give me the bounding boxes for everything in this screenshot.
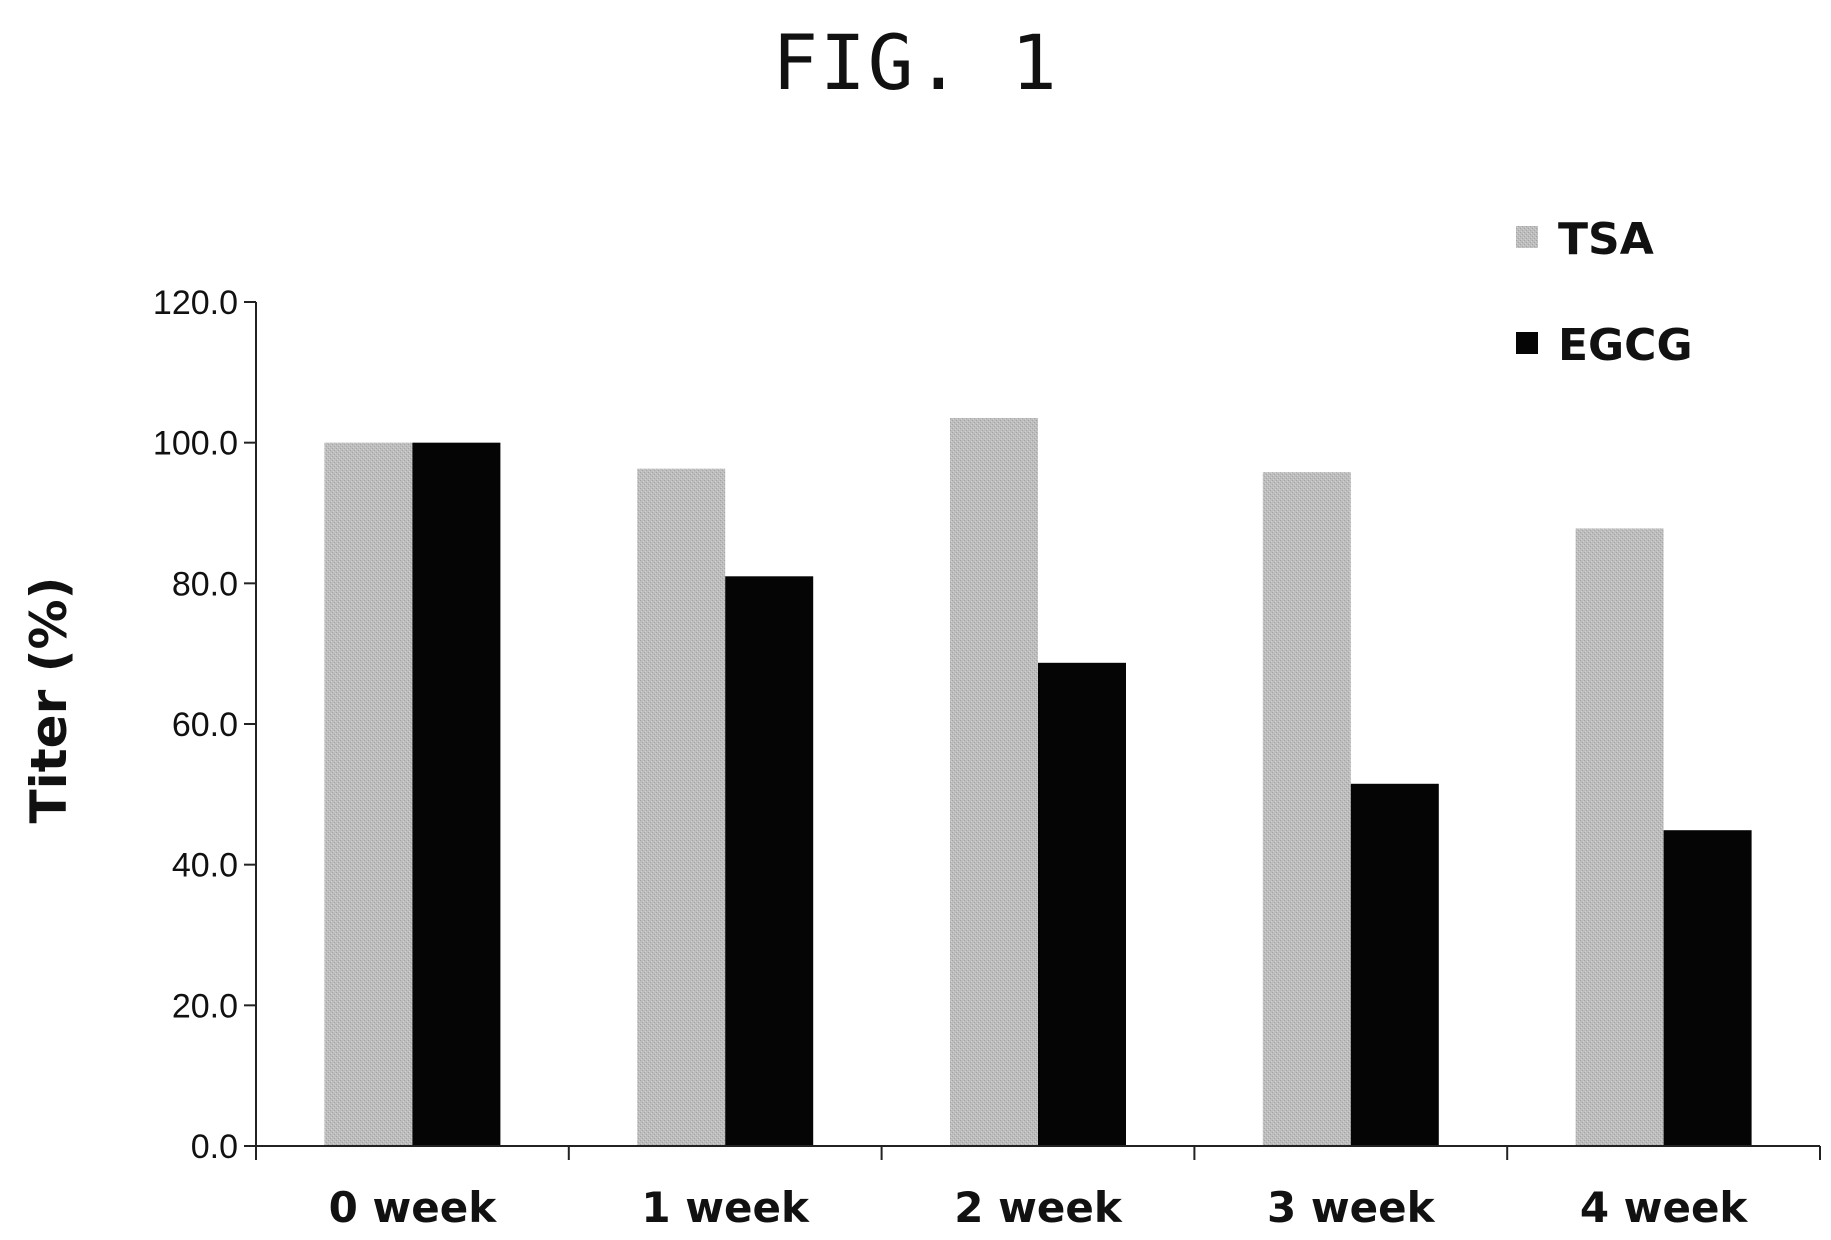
y-tick-label: 60.0	[172, 706, 238, 744]
x-tick-label: 3 week	[1267, 1183, 1436, 1232]
y-axis-title: Titer (%)	[20, 577, 78, 824]
bar-tsa	[1262, 472, 1351, 1146]
x-tick-label: 1 week	[641, 1183, 810, 1232]
bar-egcg	[412, 442, 501, 1147]
y-tick-label: 100.0	[153, 425, 238, 463]
x-tick-label: 2 week	[954, 1183, 1123, 1232]
y-tick-label: 20.0	[172, 987, 238, 1025]
legend-label-tsa: TSA	[1558, 214, 1654, 265]
plot-area: 0.0 20.0 40.0 60.0 80.0 100.0 120.0 0 week 1 wee…	[153, 284, 1821, 1232]
y-tick-label: 40.0	[172, 847, 238, 885]
bar-tsa	[324, 442, 413, 1147]
bar-egcg	[725, 576, 814, 1146]
bar-egcg	[1038, 662, 1126, 1146]
x-tick-label: 4 week	[1580, 1183, 1749, 1232]
y-tick-label: 120.0	[153, 284, 238, 322]
figure-label: FIG. 1	[772, 18, 1059, 107]
legend-swatch-egcg	[1516, 332, 1538, 354]
legend-label-egcg: EGCG	[1558, 320, 1693, 371]
x-tick-label: 0 week	[329, 1183, 498, 1232]
bar-egcg	[1663, 830, 1752, 1146]
bar-tsa	[637, 468, 726, 1146]
bar-tsa	[1575, 528, 1664, 1146]
legend: TSA EGCG	[1516, 214, 1693, 371]
legend-swatch-tsa	[1516, 226, 1538, 248]
bar-egcg	[1350, 783, 1439, 1146]
y-tick-label: 80.0	[172, 565, 238, 603]
bar-tsa	[950, 418, 1038, 1146]
y-tick-label: 0.0	[191, 1128, 238, 1166]
